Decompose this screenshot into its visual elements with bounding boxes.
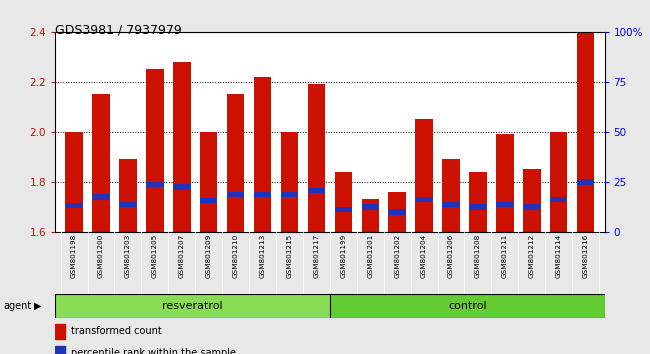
Text: transformed count: transformed count <box>71 326 161 336</box>
Bar <box>469 172 487 232</box>
Bar <box>92 194 110 200</box>
Bar <box>496 135 514 232</box>
Text: control: control <box>448 301 486 311</box>
Text: GSM801214: GSM801214 <box>556 234 562 278</box>
Bar <box>227 95 244 232</box>
Bar <box>173 184 190 190</box>
Text: percentile rank within the sample: percentile rank within the sample <box>71 348 236 354</box>
Bar <box>55 324 65 338</box>
Bar <box>442 202 460 207</box>
Text: GSM801206: GSM801206 <box>448 234 454 278</box>
Bar <box>92 95 110 232</box>
Text: resveratrol: resveratrol <box>162 301 223 311</box>
Bar <box>330 294 604 318</box>
Bar <box>335 207 352 212</box>
Text: GSM801215: GSM801215 <box>287 234 292 278</box>
Bar <box>281 132 298 232</box>
Bar <box>146 182 164 187</box>
Text: GSM801211: GSM801211 <box>502 234 508 278</box>
Text: GSM801216: GSM801216 <box>582 234 589 278</box>
Bar <box>254 77 271 232</box>
Bar <box>415 196 433 202</box>
Text: GSM801210: GSM801210 <box>233 234 239 278</box>
Bar <box>577 179 594 185</box>
Text: GSM801199: GSM801199 <box>341 234 346 278</box>
Bar <box>442 159 460 232</box>
Text: GSM801201: GSM801201 <box>367 234 373 278</box>
Bar <box>577 32 594 232</box>
Bar <box>66 132 83 232</box>
Text: GSM801200: GSM801200 <box>98 234 104 278</box>
Text: GSM801205: GSM801205 <box>152 234 158 278</box>
Bar <box>469 204 487 210</box>
Bar <box>254 192 271 197</box>
Text: GDS3981 / 7937979: GDS3981 / 7937979 <box>55 23 182 36</box>
Bar <box>523 169 541 232</box>
Text: GSM801209: GSM801209 <box>205 234 212 278</box>
Bar <box>66 203 83 209</box>
Bar <box>200 198 218 203</box>
Bar <box>389 192 406 232</box>
Text: GSM801198: GSM801198 <box>71 234 77 278</box>
Bar <box>335 172 352 232</box>
Text: GSM801202: GSM801202 <box>394 234 400 278</box>
Bar <box>55 346 65 354</box>
Text: GSM801212: GSM801212 <box>529 234 535 278</box>
Text: GSM801208: GSM801208 <box>475 234 481 278</box>
Bar <box>550 196 567 202</box>
Bar <box>119 159 136 232</box>
Text: GSM801213: GSM801213 <box>259 234 266 278</box>
Bar <box>55 294 330 318</box>
Bar <box>361 199 379 232</box>
Bar <box>146 69 164 232</box>
Bar <box>389 209 406 215</box>
Bar <box>496 202 514 207</box>
Bar <box>227 192 244 197</box>
Text: GSM801203: GSM801203 <box>125 234 131 278</box>
Text: agent: agent <box>3 301 31 311</box>
Bar <box>200 132 218 232</box>
Bar <box>173 62 190 232</box>
Bar <box>361 204 379 210</box>
Bar <box>415 119 433 232</box>
Bar <box>307 84 325 232</box>
Text: GSM801204: GSM801204 <box>421 234 427 278</box>
Text: GSM801207: GSM801207 <box>179 234 185 278</box>
Text: ▶: ▶ <box>34 301 42 311</box>
Bar <box>307 188 325 193</box>
Bar <box>550 132 567 232</box>
Bar <box>119 202 136 207</box>
Text: GSM801217: GSM801217 <box>313 234 319 278</box>
Bar <box>281 192 298 197</box>
Bar <box>523 204 541 210</box>
